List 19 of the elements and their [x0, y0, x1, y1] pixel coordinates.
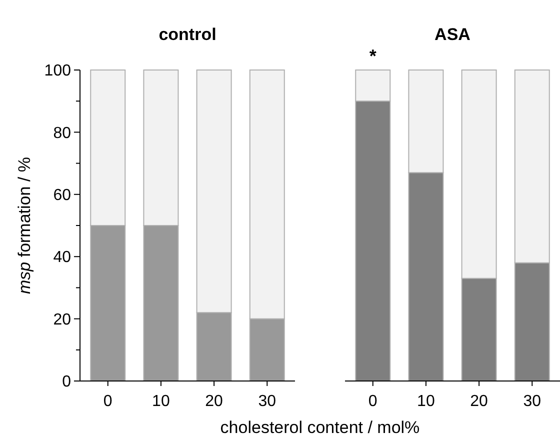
- x-tick-label: 30: [523, 393, 542, 410]
- y-tick-label: 60: [53, 187, 72, 204]
- x-axis-title: cholesterol content / mol%: [220, 418, 420, 437]
- x-tick-label: 0: [368, 393, 378, 410]
- y-tick-label: 100: [44, 62, 72, 80]
- y-tick-label: 20: [53, 311, 72, 328]
- chart-title: ASA: [434, 25, 470, 44]
- y-tick-label: 0: [62, 374, 72, 391]
- x-tick-label: 20: [205, 393, 224, 410]
- x-tick-label: 30: [258, 393, 276, 410]
- y-axis-title: msp formation / %: [15, 157, 34, 294]
- y-tick-label: 40: [53, 249, 72, 266]
- chart-title: control: [158, 25, 216, 44]
- x-tick-label: 0: [103, 393, 112, 410]
- y-tick-label: 80: [53, 124, 72, 142]
- x-tick-label: 10: [152, 393, 170, 410]
- x-tick-label: 10: [417, 393, 435, 410]
- annotation: *: [369, 46, 376, 66]
- x-tick-label: 20: [470, 393, 488, 410]
